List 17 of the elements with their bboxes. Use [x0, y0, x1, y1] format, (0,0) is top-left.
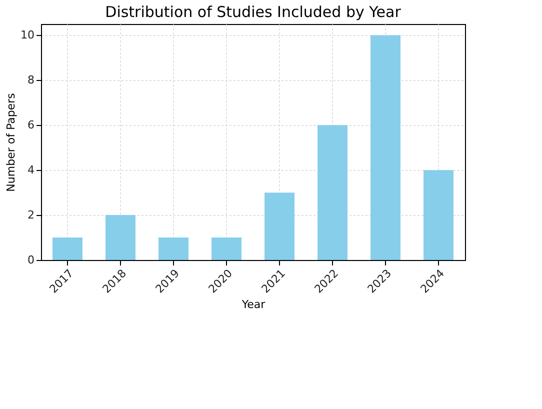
y-tick-label: 2: [28, 208, 34, 222]
y-tick-label: 6: [28, 118, 34, 132]
bar: [212, 238, 242, 260]
y-tick-label: 10: [20, 28, 34, 42]
y-tick-label: 4: [28, 164, 34, 177]
bar: [424, 170, 454, 260]
y-tick-label: 8: [28, 74, 34, 87]
bar: [318, 125, 348, 260]
bar: [52, 238, 82, 260]
x-axis-title: Year: [240, 298, 266, 312]
y-axis-title: Number of Papers: [4, 92, 18, 192]
y-tick-label: 0: [28, 254, 34, 266]
bar: [106, 215, 136, 260]
bar: [264, 192, 294, 260]
bar: [370, 35, 400, 260]
chart-title: Distribution of Studies Included by Year: [105, 3, 402, 21]
bar: [158, 238, 188, 260]
